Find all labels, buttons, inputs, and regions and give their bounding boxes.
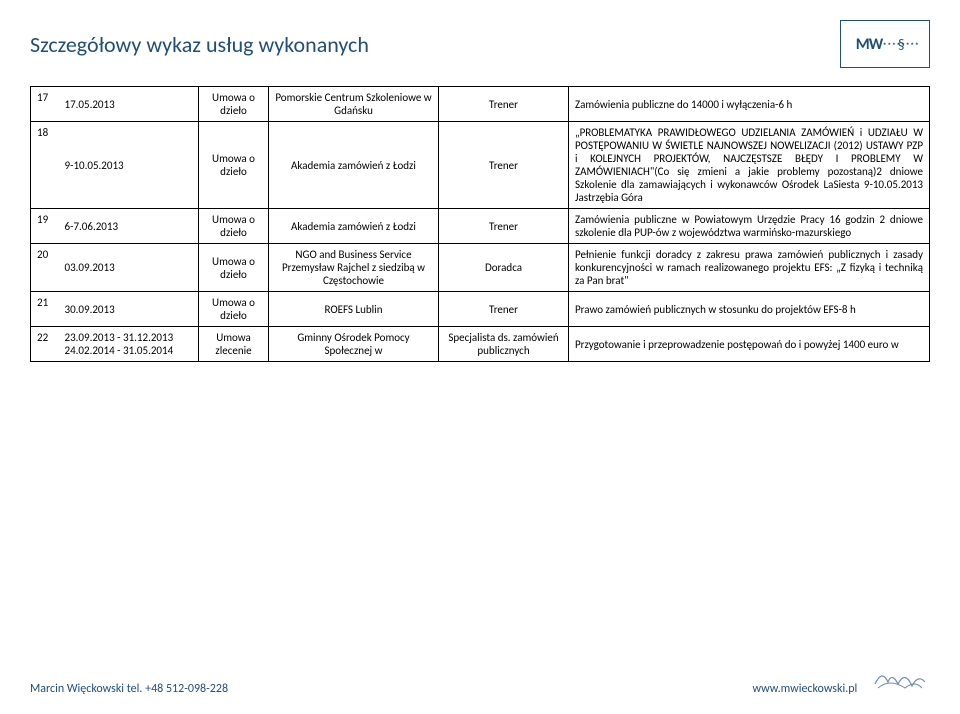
row-entity: ROEFS Lublin (269, 292, 439, 327)
logo-paragraph-icon: § (898, 36, 905, 53)
row-contract: Umowa o dzieło (199, 292, 269, 327)
row-date: 9-10.05.2013 (59, 122, 199, 209)
row-contract: Umowa o dzieło (199, 244, 269, 292)
row-number: 17 (31, 87, 59, 122)
row-entity: Akademia zamówień z Łodzi (269, 209, 439, 244)
table-row: 1717.05.2013Umowa o dziełoPomorskie Cent… (31, 87, 930, 122)
signature-icon (870, 664, 930, 692)
row-role: Doradca (439, 244, 569, 292)
footer-contact: Marcin Więckowski tel. +48 512-098-228 (30, 682, 228, 696)
footer-url: www.mwieckowski.pl (753, 682, 858, 696)
table-row: 2003.09.2013Umowa o dziełoNGO and Busine… (31, 244, 930, 292)
page-title: Szczegółowy wykaz usług wykonanych (30, 31, 369, 58)
row-date: 17.05.2013 (59, 87, 199, 122)
row-description: Przygotowanie i przeprowadzenie postępow… (569, 327, 930, 362)
row-description: Zamówienia publiczne do 14000 i wyłączen… (569, 87, 930, 122)
services-table: 1717.05.2013Umowa o dziełoPomorskie Cent… (30, 86, 930, 362)
row-description: Pełnienie funkcji doradcy z zakresu praw… (569, 244, 930, 292)
table-row: 2223.09.2013 - 31.12.2013 24.02.2014 - 3… (31, 327, 930, 362)
row-contract: Umowa o dzieło (199, 122, 269, 209)
table-row: 2130.09.2013Umowa o dziełoROEFS LublinTr… (31, 292, 930, 327)
row-number: 20 (31, 244, 59, 292)
row-date: 03.09.2013 (59, 244, 199, 292)
table-row: 196-7.06.2013Umowa o dziełoAkademia zamó… (31, 209, 930, 244)
footer-right: www.mwieckowski.pl (753, 664, 930, 696)
row-contract: Umowa o dzieło (199, 87, 269, 122)
page-header: Szczegółowy wykaz usług wykonanych MW § (30, 20, 930, 68)
logo: MW § (840, 20, 930, 68)
logo-text: MW (856, 35, 882, 54)
row-role: Trener (439, 292, 569, 327)
row-role: Trener (439, 122, 569, 209)
row-description: Zamówienia publiczne w Powiatowym Urzędz… (569, 209, 930, 244)
row-entity: Akademia zamówień z Łodzi (269, 122, 439, 209)
table-row: 189-10.05.2013Umowa o dziełoAkademia zam… (31, 122, 930, 209)
row-role: Trener (439, 87, 569, 122)
row-entity: NGO and Business Service Przemysław Rajc… (269, 244, 439, 292)
page-footer: Marcin Więckowski tel. +48 512-098-228 w… (30, 664, 930, 696)
row-date: 23.09.2013 - 31.12.2013 24.02.2014 - 31.… (59, 327, 199, 362)
row-description: Prawo zamówień publicznych w stosunku do… (569, 292, 930, 327)
row-number: 22 (31, 327, 59, 362)
row-number: 18 (31, 122, 59, 209)
row-contract: Umowa o dzieło (199, 209, 269, 244)
logo-stars-icon: § (888, 31, 914, 57)
row-date: 6-7.06.2013 (59, 209, 199, 244)
row-date: 30.09.2013 (59, 292, 199, 327)
row-entity: Gminny Ośrodek Pomocy Społecznej w (269, 327, 439, 362)
row-contract: Umowa zlecenie (199, 327, 269, 362)
row-description: „PROBLEMATYKA PRAWIDŁOWEGO UDZIELANIA ZA… (569, 122, 930, 209)
row-role: Specjalista ds. zamówień publicznych (439, 327, 569, 362)
row-number: 19 (31, 209, 59, 244)
row-number: 21 (31, 292, 59, 327)
row-role: Trener (439, 209, 569, 244)
row-entity: Pomorskie Centrum Szkoleniowe w Gdańsku (269, 87, 439, 122)
